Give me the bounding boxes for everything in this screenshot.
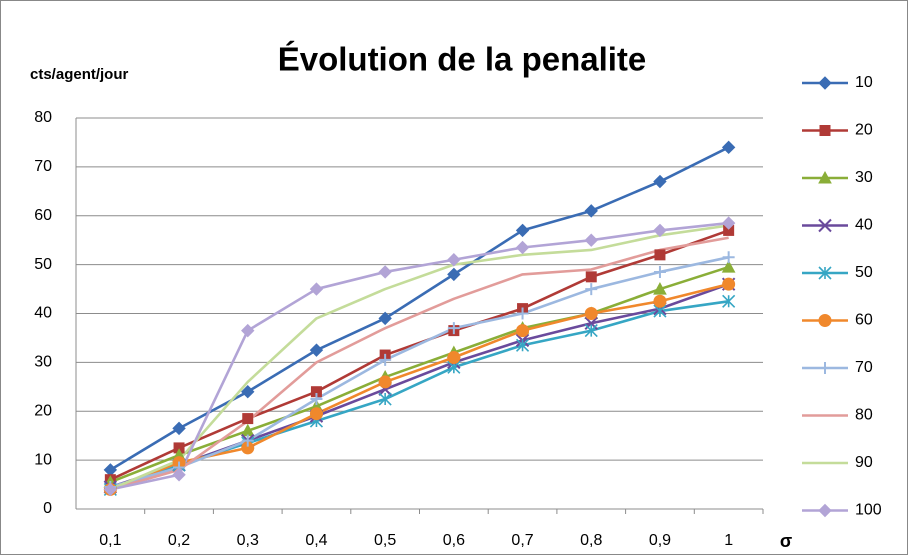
- x-tick-label: 0,3: [237, 532, 259, 549]
- marker: [585, 271, 597, 283]
- y-tick-label: 0: [43, 500, 52, 517]
- series-line: [109, 236, 729, 491]
- legend-label: 100: [855, 502, 882, 519]
- y-tick-label: 70: [34, 158, 52, 175]
- x-tick-label: 0,7: [511, 532, 533, 549]
- marker: [515, 338, 530, 352]
- marker: [242, 413, 254, 425]
- marker: [447, 267, 461, 282]
- marker: [653, 294, 667, 308]
- marker: [584, 204, 598, 218]
- y-tick-label: 60: [34, 207, 52, 224]
- y-tick-label: 20: [34, 402, 52, 419]
- y-tick-label: 40: [34, 305, 52, 322]
- series-line: [110, 221, 729, 491]
- marker: [309, 282, 324, 296]
- marker: [653, 265, 666, 278]
- marker: [516, 307, 529, 320]
- marker: [653, 223, 667, 238]
- marker: [818, 503, 832, 518]
- marker: [722, 251, 735, 264]
- legend-label: 90: [855, 454, 873, 471]
- legend-label: 60: [855, 312, 873, 329]
- marker: [818, 76, 832, 90]
- marker: [818, 170, 832, 184]
- marker: [654, 249, 666, 261]
- marker: [310, 393, 323, 406]
- marker: [378, 392, 392, 406]
- legend-label: 10: [855, 74, 873, 91]
- marker: [721, 216, 736, 230]
- marker: [447, 253, 461, 267]
- marker: [653, 282, 667, 295]
- marker: [721, 140, 736, 155]
- x-tick-label: 0,2: [168, 532, 190, 549]
- marker: [515, 223, 530, 238]
- y-tick-label: 50: [34, 256, 52, 273]
- marker: [653, 174, 667, 189]
- marker: [818, 314, 832, 327]
- marker: [447, 350, 461, 364]
- legend-label: 40: [855, 217, 873, 234]
- marker: [103, 482, 118, 497]
- series-line: [109, 146, 730, 472]
- marker: [721, 260, 736, 273]
- legend-label: 70: [855, 359, 873, 376]
- marker: [722, 277, 736, 291]
- x-axis-label: σ: [780, 531, 792, 551]
- marker: [585, 283, 598, 296]
- marker: [241, 384, 255, 399]
- x-tick-label: 0,4: [305, 532, 327, 549]
- series-line: [109, 224, 729, 491]
- marker: [172, 468, 186, 482]
- marker: [309, 407, 323, 421]
- x-tick-label: 0,6: [443, 532, 465, 549]
- series-line: [109, 256, 729, 489]
- marker: [722, 294, 736, 308]
- series-line: [109, 265, 730, 484]
- marker: [447, 322, 460, 335]
- legend-label: 20: [855, 122, 873, 139]
- marker: [241, 434, 254, 447]
- x-tick-label: 0,8: [580, 532, 602, 549]
- marker: [818, 218, 832, 233]
- x-tick-label: 0,9: [649, 532, 671, 549]
- marker: [584, 307, 598, 320]
- y-axis-label: cts/agent/jour: [30, 66, 129, 83]
- legend-label: 80: [855, 407, 873, 424]
- x-tick-label: 0,5: [374, 532, 396, 549]
- marker: [584, 233, 598, 247]
- marker: [378, 375, 392, 389]
- x-tick-label: 0,1: [99, 532, 121, 549]
- marker: [379, 353, 392, 366]
- legend-label: 50: [855, 264, 873, 281]
- marker: [819, 125, 831, 136]
- marker: [819, 362, 831, 374]
- marker: [309, 343, 324, 357]
- marker: [241, 323, 255, 338]
- legend-label: 30: [855, 169, 873, 186]
- marker: [515, 240, 530, 255]
- marker: [172, 421, 186, 436]
- y-tick-label: 30: [34, 354, 52, 371]
- y-tick-label: 80: [34, 109, 52, 126]
- y-tick-label: 10: [34, 451, 52, 468]
- x-tick-label: 1: [724, 532, 733, 549]
- marker: [818, 266, 832, 280]
- marker: [516, 324, 530, 338]
- marker: [378, 265, 392, 279]
- marker: [378, 311, 392, 326]
- marker: [584, 324, 598, 338]
- chart-title: Évolution de la penalite: [278, 41, 647, 78]
